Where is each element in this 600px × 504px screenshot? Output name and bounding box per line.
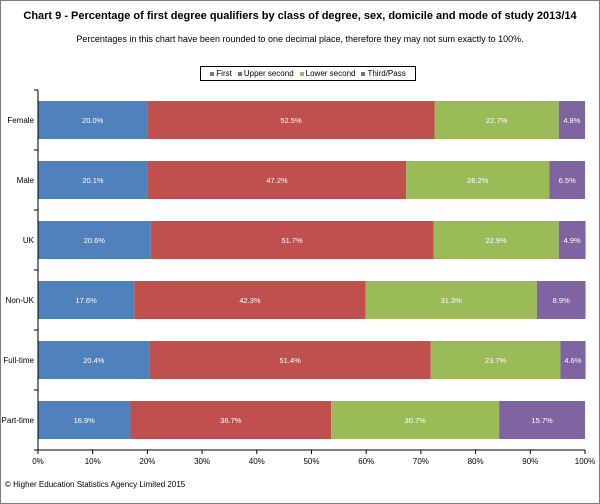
data-label-full-time-third-pass: 4.6% bbox=[564, 356, 581, 365]
legend: First Upper second Lower second Third/Pa… bbox=[200, 66, 416, 81]
data-label-uk-upper-second: 51.7% bbox=[281, 236, 303, 245]
data-label-uk-third-pass: 4.9% bbox=[564, 236, 581, 245]
x-tick-label-6: 60% bbox=[358, 457, 374, 466]
x-tick-label-3: 30% bbox=[194, 457, 210, 466]
y-tick-label-full-time: Full-time bbox=[3, 356, 34, 365]
bar-uk-first bbox=[38, 221, 151, 259]
bar-part-time-third-pass bbox=[499, 401, 585, 439]
bar-male-upper-second bbox=[147, 161, 407, 199]
bar-non-uk-third-pass bbox=[536, 281, 586, 319]
data-label-male-lower-second: 26.2% bbox=[467, 176, 489, 185]
bar-part-time-upper-second bbox=[130, 401, 332, 439]
legend-item-third-pass: Third/Pass bbox=[361, 69, 406, 78]
x-tick-label-8: 80% bbox=[468, 457, 484, 466]
legend-swatch-third-pass bbox=[361, 71, 366, 76]
legend-item-first: First bbox=[210, 69, 232, 78]
legend-label-third-pass: Third/Pass bbox=[367, 69, 406, 78]
bar-female-upper-second bbox=[147, 101, 435, 139]
data-label-male-upper-second: 47.2% bbox=[266, 176, 288, 185]
x-tick-label-1: 10% bbox=[85, 457, 101, 466]
data-label-male-third-pass: 6.5% bbox=[559, 176, 576, 185]
data-label-uk-lower-second: 22.9% bbox=[485, 236, 507, 245]
data-label-part-time-first: 16.9% bbox=[74, 416, 96, 425]
data-label-female-first: 20.0% bbox=[82, 116, 104, 125]
x-tick-label-7: 70% bbox=[413, 457, 429, 466]
data-label-non-uk-lower-second: 31.3% bbox=[441, 296, 463, 305]
bar-male-first bbox=[38, 161, 148, 199]
legend-item-upper-second: Upper second bbox=[237, 69, 294, 78]
bar-uk-third-pass bbox=[558, 221, 586, 259]
data-label-female-upper-second: 52.5% bbox=[280, 116, 302, 125]
bar-female-first bbox=[38, 101, 148, 139]
legend-item-lower-second: Lower second bbox=[299, 69, 356, 78]
bar-non-uk-upper-second bbox=[134, 281, 366, 319]
legend-label-lower-second: Lower second bbox=[305, 69, 356, 78]
legend-swatch-upper-second bbox=[237, 71, 242, 76]
chart-title: Chart 9 - Percentage of first degree qua… bbox=[23, 10, 577, 22]
bar-uk-upper-second bbox=[150, 221, 434, 259]
data-label-non-uk-first: 17.6% bbox=[75, 296, 97, 305]
bar-non-uk-first bbox=[38, 281, 135, 319]
y-tick-label-non-uk: Non-UK bbox=[6, 296, 35, 305]
bar-uk-lower-second bbox=[433, 221, 559, 259]
bar-full-time-third-pass bbox=[560, 341, 586, 379]
chart-subtitle: Percentages in this chart have been roun… bbox=[76, 34, 524, 44]
y-tick-label-uk: UK bbox=[23, 236, 35, 245]
x-tick-label-2: 20% bbox=[139, 457, 155, 466]
x-tick-label-5: 50% bbox=[303, 457, 319, 466]
data-label-part-time-upper-second: 36.7% bbox=[220, 416, 242, 425]
x-tick-label-10: 100% bbox=[575, 457, 595, 466]
data-label-female-third-pass: 4.8% bbox=[563, 116, 580, 125]
legend-label-first: First bbox=[216, 69, 232, 78]
bar-female-third-pass bbox=[558, 101, 585, 139]
data-label-female-lower-second: 22.7% bbox=[486, 116, 508, 125]
copyright-text: © Higher Education Statistics Agency Lim… bbox=[5, 480, 186, 489]
data-label-part-time-third-pass: 15.7% bbox=[531, 416, 553, 425]
bar-full-time-first bbox=[38, 341, 150, 379]
y-tick-label-part-time: Part-time bbox=[2, 416, 35, 425]
data-label-full-time-upper-second: 51.4% bbox=[280, 356, 302, 365]
data-label-non-uk-third-pass: 8.9% bbox=[553, 296, 570, 305]
y-tick-label-female: Female bbox=[7, 116, 34, 125]
x-tick-label-4: 40% bbox=[249, 457, 265, 466]
x-tick-label-9: 90% bbox=[522, 457, 538, 466]
data-label-full-time-first: 20.4% bbox=[83, 356, 105, 365]
bar-part-time-first bbox=[38, 401, 131, 439]
x-tick-label-0: 0% bbox=[32, 457, 44, 466]
data-label-uk-first: 20.6% bbox=[84, 236, 106, 245]
bar-male-lower-second bbox=[406, 161, 550, 199]
data-label-non-uk-upper-second: 42.3% bbox=[239, 296, 261, 305]
bar-part-time-lower-second bbox=[331, 401, 500, 439]
bar-non-uk-lower-second bbox=[365, 281, 537, 319]
legend-label-upper-second: Upper second bbox=[243, 69, 294, 78]
data-label-male-first: 20.1% bbox=[82, 176, 104, 185]
legend-swatch-first bbox=[210, 71, 215, 76]
bar-female-lower-second bbox=[434, 101, 559, 139]
y-tick-label-male: Male bbox=[17, 176, 35, 185]
bar-full-time-lower-second bbox=[430, 341, 561, 379]
legend-swatch-lower-second bbox=[299, 71, 304, 76]
bar-male-third-pass bbox=[549, 161, 585, 199]
data-label-part-time-lower-second: 30.7% bbox=[405, 416, 427, 425]
data-label-full-time-lower-second: 23.7% bbox=[485, 356, 507, 365]
bar-full-time-upper-second bbox=[149, 341, 431, 379]
